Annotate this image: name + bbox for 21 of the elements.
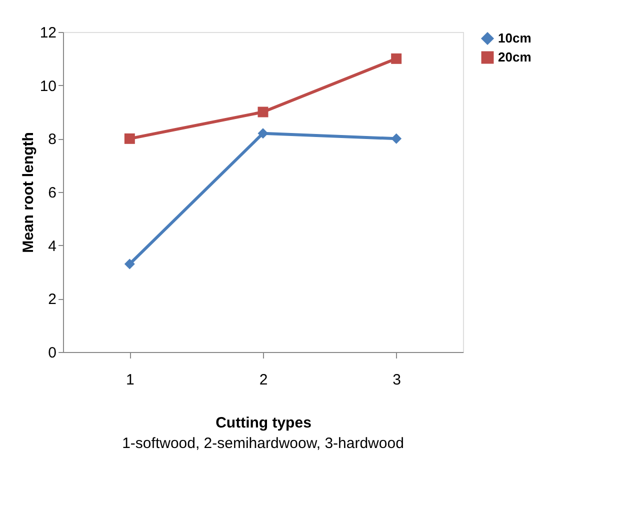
point <box>258 128 268 139</box>
point <box>124 258 135 270</box>
x-tick-label: 2 <box>259 372 268 388</box>
legend-label: 10cm <box>498 30 532 46</box>
point <box>124 133 135 144</box>
point <box>391 133 402 144</box>
point <box>391 53 402 64</box>
x-tick-label: 1 <box>126 372 134 388</box>
point <box>258 106 268 118</box>
y-tick-label: 10 <box>40 78 56 95</box>
y-tick-label: 6 <box>48 184 56 202</box>
legend-label: 20cm <box>498 50 532 64</box>
y-tick-label: 8 <box>48 131 56 148</box>
x-tick-label: 3 <box>392 372 402 388</box>
y-tick-label: 2 <box>48 291 56 308</box>
y-tick-label: 12 <box>40 24 56 42</box>
text: 1-softwood, 2-semihardwoow, 3-hardwood <box>122 435 404 452</box>
y-tick-label: 4 <box>48 238 56 255</box>
y-axis-title: Mean root length <box>20 132 37 253</box>
y-tick-label: 0 <box>48 344 56 362</box>
x-axis-title: Cutting types <box>216 414 312 432</box>
